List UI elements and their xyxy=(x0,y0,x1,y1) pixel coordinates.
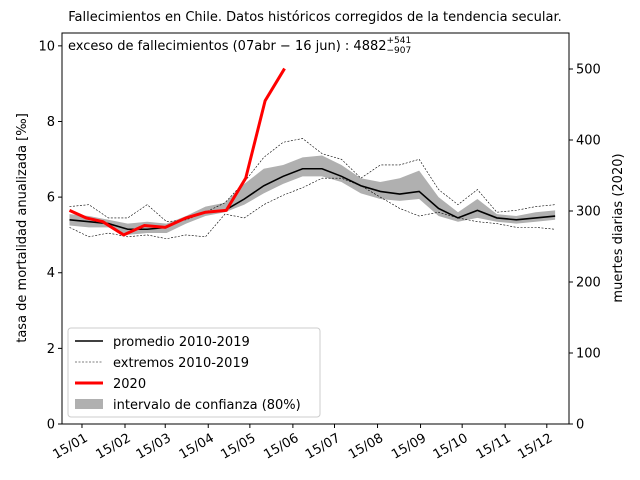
legend: promedio 2010-2019 extremos 2010-2019 2020… xyxy=(67,327,321,418)
x-tick-label: 15/03 xyxy=(134,431,174,463)
x-tick-label: 15/07 xyxy=(303,431,343,463)
y-tick-label: 0 xyxy=(47,418,55,433)
x-tick-label: 15/01 xyxy=(51,431,91,463)
x-tick-label: 15/05 xyxy=(218,431,258,463)
annotation-sub: −907 xyxy=(387,46,412,56)
y2-tick-label: 400 xyxy=(576,133,601,148)
x-tick-label: 15/12 xyxy=(515,431,555,463)
series-line xyxy=(69,167,556,231)
plot-frame xyxy=(61,32,570,425)
legend-label: promedio 2010-2019 xyxy=(113,335,250,350)
extremes-line xyxy=(69,177,556,240)
x-tick-label: 15/10 xyxy=(431,431,471,463)
y2-axis-label: muertes diarias (2020) xyxy=(611,153,626,302)
x-tick-label: 15/06 xyxy=(261,431,301,463)
x-tick-label: 15/09 xyxy=(389,431,429,463)
legend-box xyxy=(67,327,321,418)
legend-label: 2020 xyxy=(113,377,146,392)
y2-tick-label: 300 xyxy=(576,204,601,219)
legend-swatch xyxy=(75,399,103,409)
y2-tick-label: 500 xyxy=(576,62,601,77)
x-tick-label: 15/02 xyxy=(94,431,134,463)
x-tick-label: 15/08 xyxy=(346,431,386,463)
annotation-text: exceso de fallecimientos (07abr − 16 jun… xyxy=(68,39,387,54)
y-tick-label: 10 xyxy=(38,39,55,54)
y-tick-label: 6 xyxy=(47,191,55,206)
y2-tick-label: 100 xyxy=(576,346,601,361)
x-tick-label: 15/11 xyxy=(474,431,514,463)
annotation-sup: +541 xyxy=(387,36,412,46)
y-axis-label: tasa de mortalidad anualizada [‰] xyxy=(15,113,30,343)
extremes-line xyxy=(69,138,556,223)
y2-tick-label: 0 xyxy=(576,418,584,433)
y2-tick-label: 200 xyxy=(576,275,601,290)
y-tick-label: 2 xyxy=(47,342,55,357)
series-line xyxy=(68,67,286,237)
y-tick-label: 8 xyxy=(47,115,55,130)
legend-label: intervalo de confianza (80%) xyxy=(113,398,301,413)
legend-label: extremos 2010-2019 xyxy=(113,356,249,371)
y-tick-label: 4 xyxy=(47,266,55,281)
chart-title: Fallecimientos en Chile. Datos histórico… xyxy=(68,10,562,25)
annotation: exceso de fallecimientos (07abr − 16 jun… xyxy=(68,36,411,56)
x-tick-label: 15/04 xyxy=(177,431,217,463)
